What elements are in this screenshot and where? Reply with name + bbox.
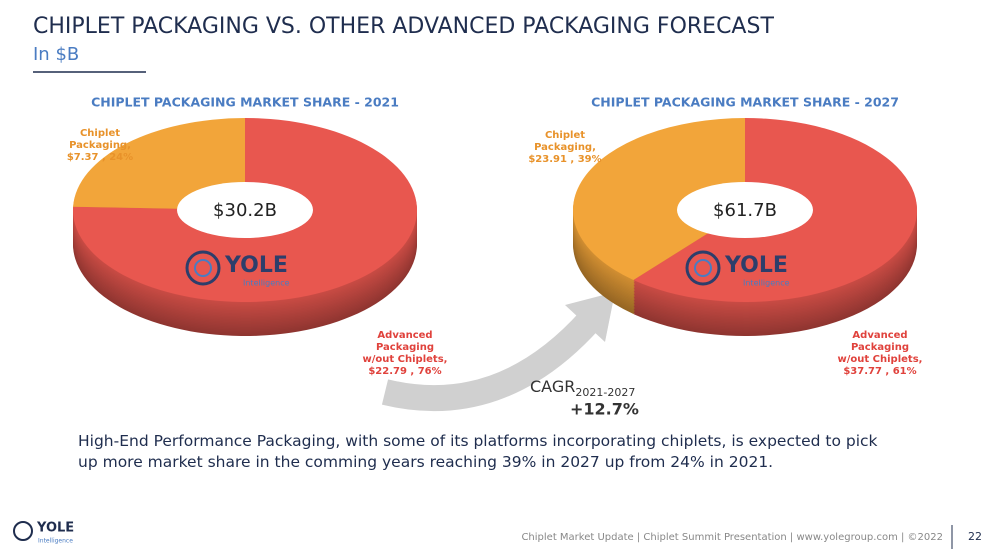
slice-label: Advanced Packaging w/out Chiplets, $22.79…: [360, 330, 450, 378]
body-text: High-End Performance Packaging, with som…: [78, 432, 878, 471]
category-label: Chiplet Packaging,: [69, 128, 131, 151]
watermark-icon: [685, 250, 721, 286]
value-label: $23.91 , 39%: [528, 154, 602, 165]
category-label: Advanced Packaging w/out Chiplets,: [362, 330, 448, 365]
watermark-tagline: Intelligence: [743, 279, 790, 288]
category-label: Advanced Packaging w/out Chiplets,: [837, 330, 923, 365]
arrow-body: [381, 311, 600, 411]
footer-logo-icon: [13, 521, 33, 541]
watermark-icon: [694, 259, 712, 277]
value-label: $37.77 , 61%: [843, 366, 917, 377]
footer-logo: YOLE: [36, 521, 74, 536]
page-number: 22: [968, 530, 982, 543]
slice-label: Chiplet Packaging, $23.91 , 39%: [520, 130, 610, 166]
cagr: CAGR: [530, 377, 575, 396]
slice: [573, 118, 745, 281]
slice: [73, 118, 246, 210]
footer: Chiplet Market Update | Chiplet Summit P…: [521, 532, 943, 543]
footer-logo-tagline: Intelligence: [38, 538, 73, 545]
watermark: YOLE: [224, 253, 288, 278]
cagr-period: 2021-2027: [575, 386, 635, 399]
title: CHIPLET PACKAGING VS. OTHER ADVANCED PAC…: [33, 14, 774, 39]
slice-label: Advanced Packaging w/out Chiplets, $37.77…: [835, 330, 925, 378]
chart-title: CHIPLET PACKAGING MARKET SHARE - 2027: [591, 95, 899, 110]
slice-label: Chiplet Packaging, $7.37 , 24%: [55, 128, 145, 164]
center-label: $61.7B: [713, 200, 777, 221]
value-label: $7.37 , 24%: [66, 152, 134, 163]
watermark-icon: [194, 259, 212, 277]
center-label: $30.2B: [213, 200, 277, 221]
watermark: YOLE: [724, 253, 788, 278]
subtitle: In $B: [33, 44, 79, 65]
chart-title: CHIPLET PACKAGING MARKET SHARE - 2021: [91, 95, 399, 110]
center-hole: [177, 182, 313, 238]
watermark-tagline: Intelligence: [243, 279, 290, 288]
watermark-icon: [185, 250, 221, 286]
center-hole: [677, 182, 813, 238]
value-label: $22.79 , 76%: [368, 366, 442, 377]
cagr-value: +12.7%: [570, 400, 639, 419]
arrow-head: [565, 292, 615, 342]
category-label: Chiplet Packaging,: [534, 130, 596, 153]
cagr-label: CAGR2021-2027: [530, 377, 635, 400]
